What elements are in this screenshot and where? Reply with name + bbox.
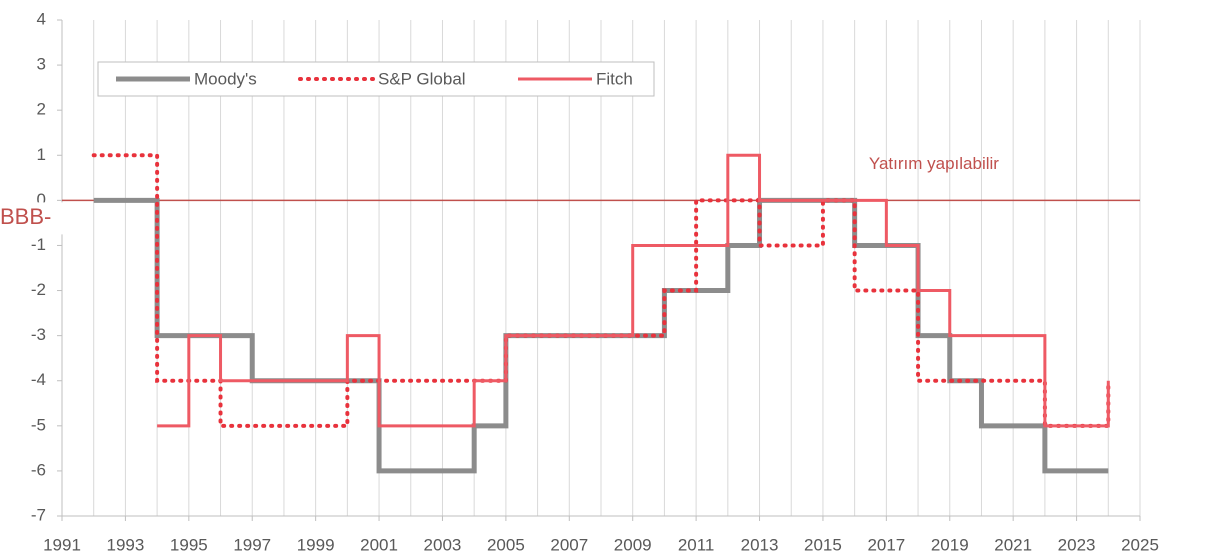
- y-tick-label: -3: [31, 325, 46, 344]
- x-tick-label: 2025: [1121, 535, 1159, 554]
- legend-label: Moody's: [194, 69, 257, 88]
- y-tick-label: 3: [37, 55, 46, 74]
- legend-label: S&P Global: [378, 69, 466, 88]
- reference-annotation: Yatırım yapılabilir: [869, 154, 999, 173]
- x-tick-label: 2007: [550, 535, 588, 554]
- y-tick-label: 2: [37, 100, 46, 119]
- reference-label: BBB-: [0, 204, 51, 229]
- x-tick-label: 1997: [233, 535, 271, 554]
- y-tick-label: 0: [37, 190, 46, 209]
- x-tick-label: 2009: [614, 535, 652, 554]
- step-line: [91, 153, 1111, 428]
- step-line: [157, 153, 1110, 428]
- x-tick-label: 2023: [1058, 535, 1096, 554]
- x-tick-label: 2003: [424, 535, 462, 554]
- y-tick-label: -7: [31, 505, 46, 524]
- y-tick-label: -4: [31, 370, 46, 389]
- x-tick-label: 1991: [43, 535, 81, 554]
- y-tick-label: -1: [31, 235, 46, 254]
- label-bg: [0, 202, 86, 235]
- y-tick-label: -6: [31, 460, 46, 479]
- y-tick-label: -5: [31, 415, 46, 434]
- x-tick-label: 2011: [678, 535, 715, 554]
- y-tick-label: -2: [31, 280, 46, 299]
- x-tick-label: 2017: [867, 535, 905, 554]
- x-tick-label: 2015: [804, 535, 842, 554]
- x-tick-label: 1995: [170, 535, 208, 554]
- x-tick-label: 2019: [931, 535, 969, 554]
- y-tick-label: 1: [37, 145, 46, 164]
- x-tick-label: 1993: [106, 535, 144, 554]
- x-tick-label: 2005: [487, 535, 525, 554]
- x-tick-label: 1999: [297, 535, 335, 554]
- x-tick-label: 2013: [741, 535, 779, 554]
- x-tick-label: 2021: [994, 535, 1032, 554]
- y-tick-label: 4: [37, 9, 46, 28]
- x-tick-label: 2001: [360, 535, 398, 554]
- legend-label: Fitch: [596, 69, 633, 88]
